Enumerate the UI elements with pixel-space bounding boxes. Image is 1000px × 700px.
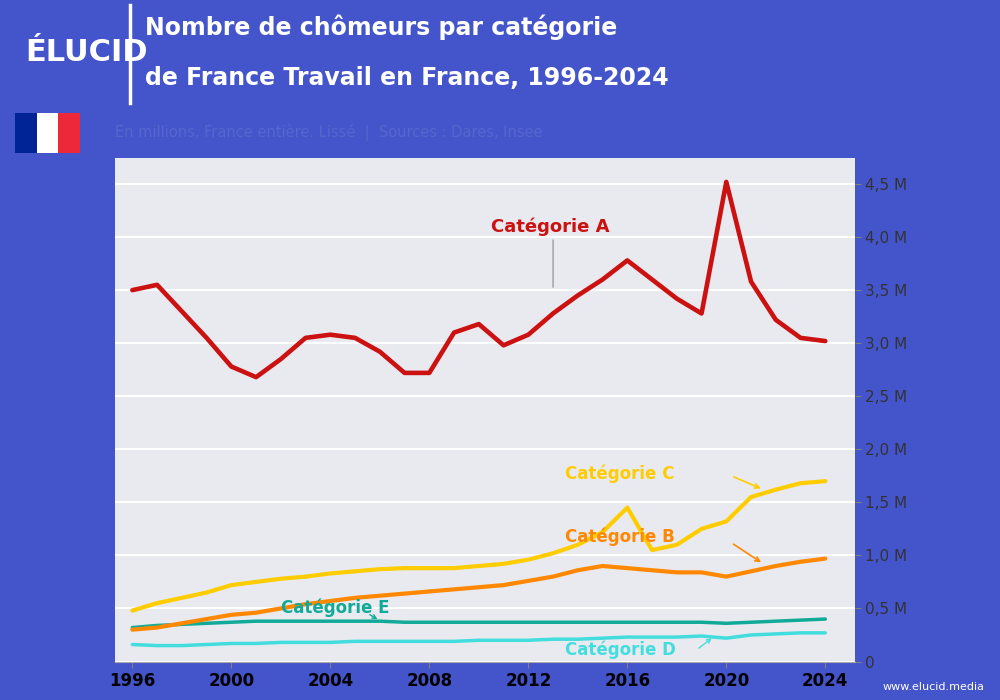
- Bar: [37, 113, 58, 153]
- Text: En millions, France entière. Lissé  |  Sources : Dares, Insee: En millions, France entière. Lissé | Sou…: [115, 123, 543, 141]
- Text: Catégorie E: Catégorie E: [281, 598, 389, 617]
- Bar: [58, 113, 80, 153]
- Text: Catégorie A: Catégorie A: [491, 217, 610, 236]
- Text: www.elucid.media: www.elucid.media: [883, 682, 985, 692]
- Bar: [15, 113, 37, 153]
- Text: ÉLUCID: ÉLUCID: [25, 38, 148, 66]
- Text: Catégorie B: Catégorie B: [565, 527, 675, 545]
- Text: Catégorie C: Catégorie C: [565, 465, 675, 483]
- Text: Nombre de chômeurs par catégorie: Nombre de chômeurs par catégorie: [145, 15, 617, 40]
- Text: Catégorie D: Catégorie D: [565, 640, 676, 659]
- Text: de France Travail en France, 1996-2024: de France Travail en France, 1996-2024: [145, 66, 669, 90]
